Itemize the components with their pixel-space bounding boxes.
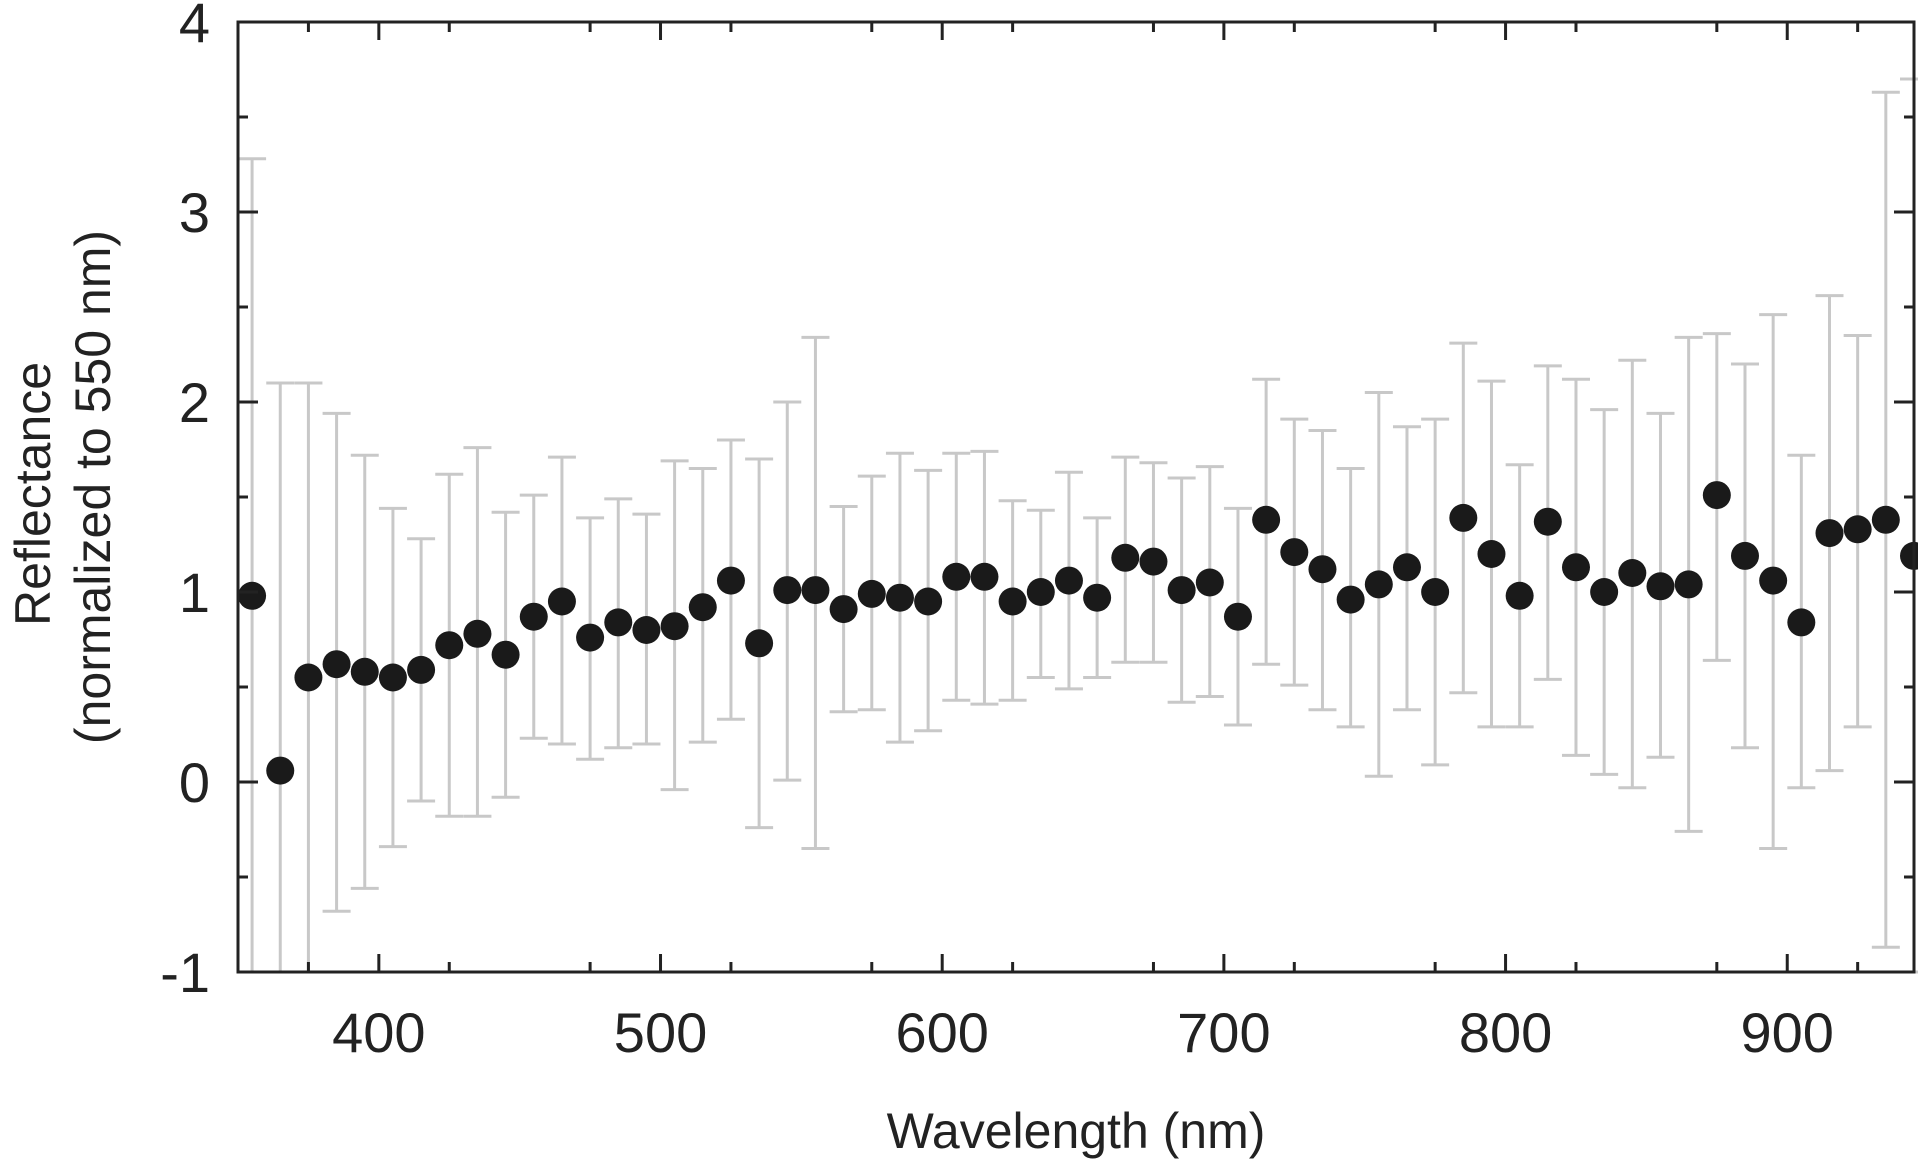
data-point bbox=[1421, 578, 1450, 606]
data-point bbox=[1195, 568, 1224, 597]
data-point bbox=[1730, 541, 1759, 570]
data-point bbox=[1843, 515, 1872, 544]
data-point bbox=[1167, 576, 1196, 605]
data-point bbox=[801, 576, 830, 605]
y-tick-label: 4 bbox=[179, 0, 210, 54]
data-point bbox=[998, 587, 1027, 616]
x-tick-label: 800 bbox=[1459, 1001, 1552, 1064]
data-point bbox=[547, 587, 576, 616]
data-point bbox=[1054, 566, 1083, 595]
y-axis-title: Reflectance (normalized to 550 nm) bbox=[5, 230, 121, 744]
data-point bbox=[1533, 507, 1562, 536]
data-point bbox=[294, 663, 323, 692]
errorbar-group bbox=[238, 77, 1918, 974]
y-axis-title-line-1: Reflectance bbox=[5, 362, 61, 626]
data-point bbox=[1561, 553, 1590, 582]
data-point bbox=[745, 629, 774, 658]
data-point bbox=[1646, 572, 1675, 601]
data-point bbox=[1787, 608, 1816, 637]
data-point bbox=[350, 657, 379, 686]
data-point bbox=[407, 655, 436, 684]
data-point bbox=[1364, 570, 1393, 599]
data-point bbox=[660, 612, 689, 641]
data-point bbox=[238, 581, 267, 610]
data-point bbox=[1308, 555, 1337, 584]
data-point bbox=[378, 663, 407, 692]
data-point bbox=[1083, 583, 1112, 612]
data-point bbox=[1759, 566, 1788, 595]
x-tick-label: 400 bbox=[332, 1001, 425, 1064]
data-point bbox=[1392, 553, 1421, 582]
axis-ticks-group bbox=[238, 20, 1914, 974]
x-tick-label: 700 bbox=[1177, 1001, 1270, 1064]
data-point bbox=[632, 616, 661, 644]
y-tick-label: 3 bbox=[179, 181, 210, 244]
data-point bbox=[1674, 570, 1703, 599]
data-point bbox=[1505, 581, 1534, 610]
data-point bbox=[491, 640, 520, 669]
y-axis-title-line-2: (normalized to 550 nm) bbox=[65, 230, 121, 744]
data-point bbox=[576, 623, 605, 652]
data-point bbox=[1871, 505, 1900, 534]
data-point bbox=[1477, 540, 1506, 568]
plot-area-frame bbox=[236, 20, 1916, 974]
data-point bbox=[716, 566, 745, 595]
data-point bbox=[322, 650, 351, 679]
data-point bbox=[519, 602, 548, 631]
data-point bbox=[773, 576, 802, 605]
data-point bbox=[1702, 481, 1731, 510]
x-axis-title: Wavelength (nm) bbox=[887, 1103, 1266, 1159]
data-point bbox=[829, 595, 858, 624]
data-point bbox=[1590, 578, 1619, 606]
y-tick-label: 2 bbox=[179, 371, 210, 434]
y-tick-label: 0 bbox=[179, 751, 210, 814]
data-point bbox=[1026, 578, 1055, 606]
data-point bbox=[1618, 559, 1647, 587]
data-point bbox=[1111, 543, 1140, 572]
data-point bbox=[885, 583, 914, 612]
data-point bbox=[914, 587, 943, 616]
data-point bbox=[857, 579, 886, 608]
y-tick-label: 1 bbox=[179, 561, 210, 624]
data-point bbox=[1336, 585, 1365, 614]
data-point bbox=[1139, 547, 1168, 576]
data-point bbox=[1280, 538, 1309, 567]
x-tick-label: 500 bbox=[614, 1001, 707, 1064]
x-tick-label: 900 bbox=[1741, 1001, 1834, 1064]
data-point bbox=[1223, 602, 1252, 631]
data-point bbox=[942, 562, 971, 591]
data-point bbox=[688, 593, 717, 622]
data-point bbox=[1252, 505, 1281, 534]
data-point bbox=[1815, 519, 1844, 548]
data-point bbox=[463, 619, 492, 648]
data-point bbox=[970, 562, 999, 591]
data-point bbox=[1449, 503, 1478, 532]
x-tick-label: 600 bbox=[895, 1001, 988, 1064]
data-point bbox=[266, 756, 295, 785]
data-point bbox=[435, 631, 464, 660]
data-point bbox=[604, 608, 633, 637]
y-tick-label: -1 bbox=[160, 941, 210, 1004]
data-points-group bbox=[238, 481, 1918, 785]
tick-labels-group: 400 500 600 700 800 900 -1 0 1 2 3 4 bbox=[160, 0, 1834, 1064]
